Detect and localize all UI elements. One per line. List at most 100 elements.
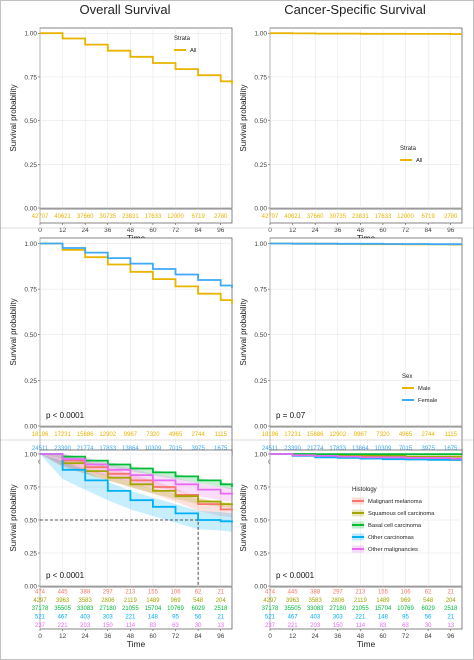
- y-tick-label: 0.75: [24, 287, 37, 294]
- x-tick-label: 0: [38, 633, 42, 640]
- ci-band: [40, 454, 232, 532]
- x-tick-label: 36: [334, 227, 342, 234]
- y-tick-label: 0.00: [24, 424, 37, 431]
- risk-count: 114: [126, 623, 136, 629]
- y-tick-label: 0.50: [24, 517, 37, 524]
- risk-count: 155: [378, 589, 389, 595]
- x-tick-label: 36: [104, 227, 112, 234]
- risk-count: 42707: [32, 214, 49, 220]
- x-tick-label: 24: [312, 633, 320, 640]
- x-tick-label: 96: [447, 633, 455, 640]
- p-value-label: p < 0.0001: [46, 571, 85, 580]
- plot-area: [269, 27, 463, 209]
- risk-count: 10309: [145, 446, 162, 452]
- risk-count: 297: [333, 589, 344, 595]
- panel-D: 0.00 0.25 0.50 0.75 1.00 Survival probability…: [239, 237, 463, 475]
- risk-count: 95: [402, 615, 409, 621]
- plot-area: [269, 237, 463, 427]
- x-tick-label: 48: [357, 227, 365, 234]
- x-tick-label: 24: [312, 227, 320, 234]
- risk-count: 221: [58, 623, 69, 629]
- risk-count: 21: [447, 589, 454, 595]
- risk-count: 213: [125, 589, 136, 595]
- risk-count: 297: [103, 589, 114, 595]
- risk-count: 1489: [376, 598, 390, 604]
- y-tick-label: 0.25: [24, 162, 37, 169]
- risk-count: 403: [80, 615, 91, 621]
- risk-count: 63: [172, 623, 179, 629]
- risk-count: 7320: [376, 432, 390, 438]
- risk-count: 17833: [329, 446, 346, 452]
- risk-count: 12000: [167, 214, 184, 220]
- risk-count: 203: [310, 623, 321, 629]
- x-tick-label: 60: [379, 633, 387, 640]
- risk-table-box: [269, 586, 463, 630]
- y-tick-label: 0.25: [254, 550, 267, 557]
- risk-count: 148: [148, 615, 159, 621]
- risk-count: 42707: [262, 214, 279, 220]
- cancer-specific-survival-title: Cancer-Specific Survival: [284, 2, 426, 17]
- survival-curve: [270, 242, 462, 246]
- y-tick-label: 0.75: [254, 74, 267, 81]
- risk-count: 24511: [32, 446, 49, 452]
- x-axis-label: Time: [357, 639, 376, 649]
- risk-count: 2780: [444, 214, 458, 220]
- x-tick-label: 84: [195, 227, 203, 234]
- y-tick-label: 0.00: [254, 206, 267, 213]
- risk-count: 4297: [263, 598, 277, 604]
- risk-count: 30: [195, 623, 202, 629]
- x-tick-label: 96: [447, 227, 455, 234]
- risk-count: 37660: [77, 214, 94, 220]
- y-axis-label: Survival probability: [9, 84, 18, 151]
- x-tick-label: 84: [425, 227, 433, 234]
- risk-count: 7015: [399, 446, 413, 452]
- legend-label: Malignant melanoma: [368, 499, 423, 505]
- y-axis-label: Survival probability: [239, 298, 248, 365]
- risk-count: 204: [216, 598, 227, 604]
- y-tick-label: 0.00: [24, 584, 37, 591]
- x-tick-label: 0: [268, 633, 272, 640]
- risk-count: 33083: [77, 606, 94, 612]
- risk-count: 56: [195, 615, 202, 621]
- risk-count: 467: [58, 615, 69, 621]
- risk-count: 148: [378, 615, 389, 621]
- survival-curve: [40, 453, 233, 523]
- risk-count: 17633: [375, 214, 392, 220]
- panel-F: 0.00 0.25 0.50 0.75 1.00 Survival probability…: [239, 449, 463, 649]
- y-tick-label: 0.75: [24, 74, 37, 81]
- risk-count: 1675: [214, 446, 228, 452]
- x-tick-label: 36: [334, 633, 342, 640]
- x-tick-label: 12: [289, 633, 297, 640]
- risk-count: 12902: [329, 432, 346, 438]
- ci-band: [40, 454, 232, 509]
- y-tick-label: 0.25: [24, 550, 37, 557]
- risk-count: 3583: [308, 598, 322, 604]
- risk-count: 548: [193, 598, 204, 604]
- risk-count: 56: [425, 615, 432, 621]
- x-tick-label: 84: [425, 633, 433, 640]
- y-tick-label: 0.50: [24, 118, 37, 125]
- risk-count: 12000: [397, 214, 414, 220]
- risk-count: 62: [425, 589, 432, 595]
- risk-count: 521: [265, 615, 276, 621]
- risk-count: 203: [80, 623, 91, 629]
- risk-count: 548: [423, 598, 434, 604]
- risk-count: 23390: [54, 446, 71, 452]
- x-tick-label: 84: [195, 633, 203, 640]
- risk-count: 4965: [399, 432, 413, 438]
- x-axis-label: Time: [127, 639, 146, 649]
- risk-count: 6719: [191, 214, 205, 220]
- risk-count: 21: [217, 589, 224, 595]
- risk-count: 27180: [329, 606, 346, 612]
- y-tick-label: 0.50: [254, 517, 267, 524]
- risk-count: 13864: [122, 446, 139, 452]
- y-tick-label: 0.25: [254, 378, 267, 385]
- legend-key-band: [352, 545, 364, 553]
- survival-curve: [270, 453, 462, 460]
- risk-count: 2744: [191, 432, 205, 438]
- x-tick-label: 48: [357, 633, 365, 640]
- legend-title: Histology: [352, 487, 377, 493]
- risk-count: 6719: [421, 214, 435, 220]
- risk-count: 15886: [77, 432, 94, 438]
- risk-count: 30: [425, 623, 432, 629]
